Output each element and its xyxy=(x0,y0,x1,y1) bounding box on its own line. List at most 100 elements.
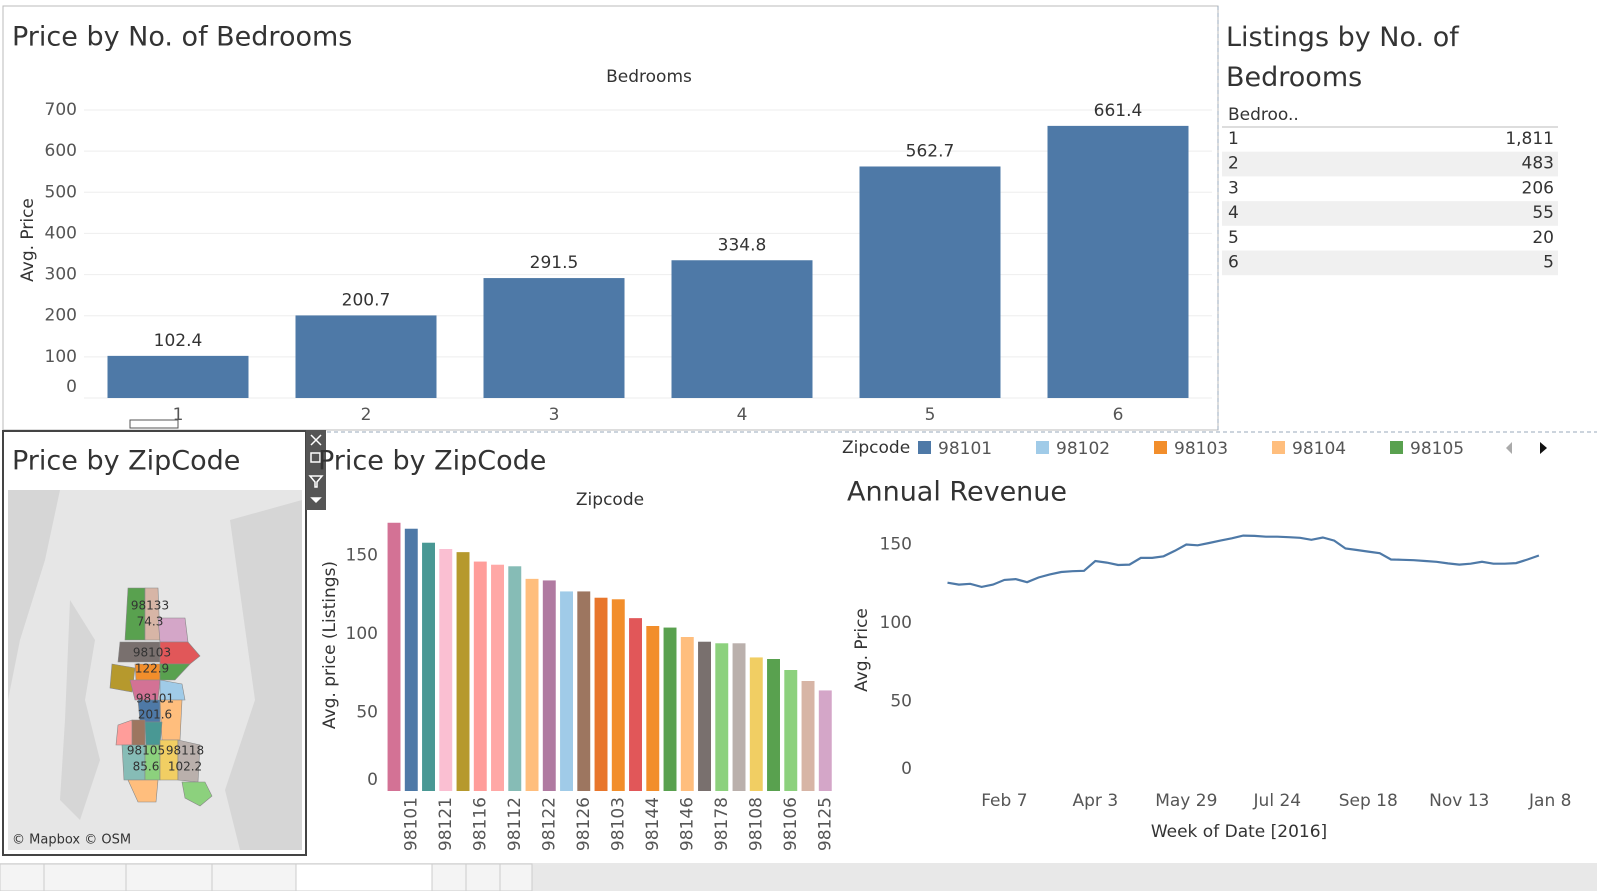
bar xyxy=(680,637,694,791)
legend-label: 98105 xyxy=(1410,439,1464,459)
x-tick-label: Apr 3 xyxy=(1073,791,1119,811)
bar xyxy=(560,591,573,791)
bar xyxy=(577,591,591,791)
chart-title: Price by No. of Bedrooms xyxy=(12,22,352,53)
chart-title: Annual Revenue xyxy=(847,477,1067,508)
legend-label: 98103 xyxy=(1174,439,1228,459)
bar xyxy=(818,690,832,791)
y-tick-label: 0 xyxy=(901,759,912,779)
map-price-label: 74.3 xyxy=(137,615,164,629)
bar xyxy=(732,643,746,791)
x-tick-label: 3 xyxy=(549,405,560,425)
bar xyxy=(663,627,677,791)
map-price-label: 201.6 xyxy=(138,708,172,722)
map-price-label: 102.2 xyxy=(168,760,202,774)
bar xyxy=(107,355,249,398)
bar xyxy=(439,549,453,791)
x-tick-label: Feb 7 xyxy=(981,791,1027,811)
bar xyxy=(715,643,729,791)
map-zip-label: 98133 xyxy=(131,599,169,613)
resize-handle[interactable] xyxy=(129,419,179,429)
table-row-shade xyxy=(1222,250,1558,276)
column-header: Bedrooms xyxy=(606,67,692,87)
bar xyxy=(859,166,1001,398)
bar xyxy=(611,599,625,791)
table-cell: 483 xyxy=(1522,154,1554,174)
legend-swatch xyxy=(1154,441,1167,454)
value-label: 102.4 xyxy=(154,331,203,351)
x-tick-label: May 29 xyxy=(1155,791,1217,811)
table-title: Listings by No. of Bedrooms xyxy=(1226,22,1459,93)
table-cell: 6 xyxy=(1228,253,1239,273)
table-cell: 5 xyxy=(1228,228,1239,248)
map-zip-label: 98101 xyxy=(136,692,174,706)
legend-swatch xyxy=(918,441,931,454)
x-tick-label: 98101 xyxy=(401,797,421,851)
bar xyxy=(387,522,401,791)
bar xyxy=(404,528,418,791)
legend-next[interactable] xyxy=(1540,442,1547,454)
y-tick-label: 0 xyxy=(66,377,77,397)
x-tick-label: 98116 xyxy=(470,797,490,851)
bar xyxy=(483,278,625,398)
x-tick-label: 2 xyxy=(361,405,372,425)
bar xyxy=(491,564,504,791)
legend-title: Zipcode xyxy=(842,438,910,458)
bar xyxy=(542,580,556,791)
map-zip-label: 98105 xyxy=(127,744,165,758)
y-tick-label: 100 xyxy=(45,347,77,367)
x-tick-label: 98106 xyxy=(781,797,801,851)
table-cell: 55 xyxy=(1532,203,1554,223)
x-tick-label: 98178 xyxy=(712,797,732,851)
bar xyxy=(784,670,798,791)
table-cell: 2 xyxy=(1228,154,1239,174)
map-frame xyxy=(2,430,307,856)
bar xyxy=(749,657,763,791)
x-tick-label: Jul 24 xyxy=(1253,791,1302,811)
table-header: Bedroo.. xyxy=(1228,105,1299,125)
y-tick-label: 200 xyxy=(45,306,77,326)
map-title: Price by ZipCode xyxy=(12,446,240,477)
x-tick-label: 98146 xyxy=(677,797,697,851)
map-price-label: 122.9 xyxy=(135,662,169,676)
y-tick-label: 600 xyxy=(45,141,77,161)
y-tick-label: 100 xyxy=(346,624,378,644)
table-cell: 3 xyxy=(1228,178,1239,198)
line xyxy=(947,534,1540,589)
x-tick-label: 98125 xyxy=(815,797,835,851)
bar xyxy=(1047,125,1189,399)
x-tick-label: Jan 8 xyxy=(1528,791,1571,811)
value-label: 291.5 xyxy=(530,253,579,273)
map-water xyxy=(8,490,302,850)
x-tick-label: Sep 18 xyxy=(1339,791,1398,811)
x-tick-label: 98112 xyxy=(505,797,525,851)
y-tick-label: 300 xyxy=(45,265,77,285)
legend-swatch xyxy=(1036,441,1049,454)
x-tick-label: 98121 xyxy=(436,797,456,851)
value-label: 200.7 xyxy=(342,290,391,310)
y-tick-label: 150 xyxy=(880,535,912,555)
legend-swatch xyxy=(1390,441,1403,454)
y-tick-label: 400 xyxy=(45,223,77,243)
map-zip-label: 98118 xyxy=(166,744,204,758)
y-tick-label: 500 xyxy=(45,182,77,202)
bar xyxy=(767,659,780,791)
table-cell: 20 xyxy=(1532,228,1554,248)
toolbar[interactable] xyxy=(306,430,326,510)
x-axis-label: Week of Date [2016] xyxy=(1151,822,1327,842)
bar xyxy=(508,566,522,791)
bar xyxy=(422,542,435,791)
legend-swatch xyxy=(1272,441,1285,454)
legend-prev[interactable] xyxy=(1506,442,1512,454)
bar xyxy=(698,641,711,791)
bar xyxy=(671,260,813,398)
chart-title: Price by ZipCode xyxy=(318,446,546,477)
map-regions xyxy=(109,587,213,807)
y-axis-label: Avg. price (Listings) xyxy=(320,561,340,729)
x-tick-label: 1 xyxy=(173,405,184,425)
table-cell: 206 xyxy=(1522,178,1554,198)
tabs xyxy=(0,863,533,891)
value-label: 661.4 xyxy=(1094,101,1143,121)
legend-label: 98102 xyxy=(1056,439,1110,459)
